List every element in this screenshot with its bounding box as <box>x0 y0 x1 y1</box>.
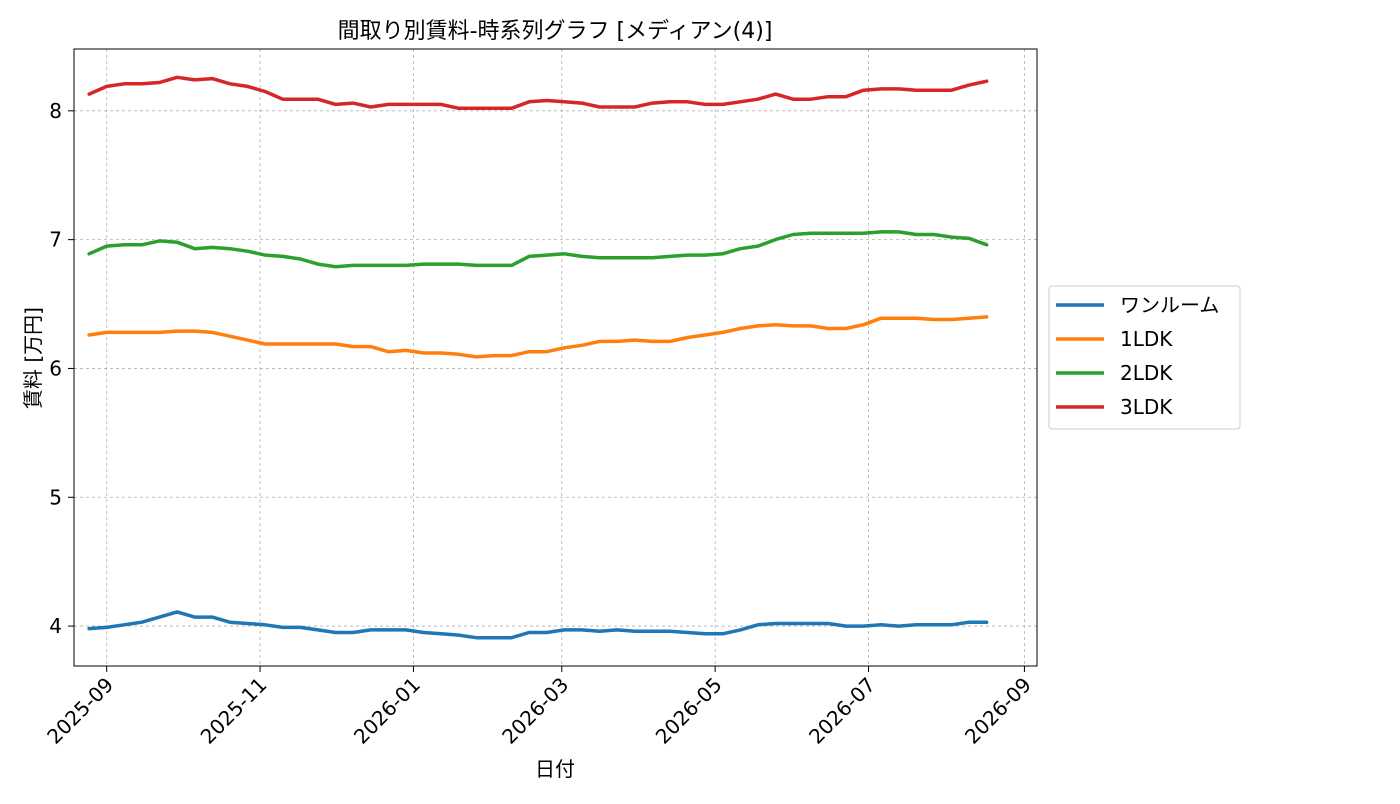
x-tick-label: 2026-07 <box>804 673 880 749</box>
x-axis: 2025-09 2025-11 2026-01 2026-03 2026-05 2026-… <box>42 666 1036 749</box>
y-axis-label: 賃料 [万円] <box>21 307 45 409</box>
legend-box <box>1048 285 1241 430</box>
y-tick-label: 8 <box>49 99 62 123</box>
x-tick-label: 2026-01 <box>349 673 425 749</box>
series-line <box>87 315 989 359</box>
chart-title: 間取り別賃料-時系列グラフ [メディアン(4)] <box>338 19 773 44</box>
y-tick-label: 5 <box>49 485 62 509</box>
legend: ワンルーム 1LDK 2LDK 3LDK <box>1048 285 1241 430</box>
y-tick-label: 4 <box>49 614 62 638</box>
y-axis: 4 5 6 7 8 <box>49 99 74 638</box>
series-line <box>87 610 989 640</box>
y-tick-label: 6 <box>49 356 62 380</box>
series-layer <box>87 75 989 640</box>
legend-label: ワンルーム <box>1120 293 1219 317</box>
x-tick-label: 2025-09 <box>42 673 118 749</box>
plot-frame <box>73 48 1038 667</box>
x-tick-label: 2026-05 <box>651 673 727 749</box>
legend-label: 2LDK <box>1120 361 1173 385</box>
x-tick-label: 2026-09 <box>960 673 1036 749</box>
x-axis-label: 日付 <box>535 757 575 781</box>
series-line <box>87 75 989 111</box>
x-tick-label: 2025-11 <box>196 673 272 749</box>
legend-label: 3LDK <box>1120 395 1173 419</box>
series-line <box>87 230 989 269</box>
x-tick-label: 2026-03 <box>497 673 573 749</box>
y-tick-label: 7 <box>49 228 62 252</box>
legend-label: 1LDK <box>1120 327 1173 351</box>
grid-layer <box>74 49 1037 666</box>
